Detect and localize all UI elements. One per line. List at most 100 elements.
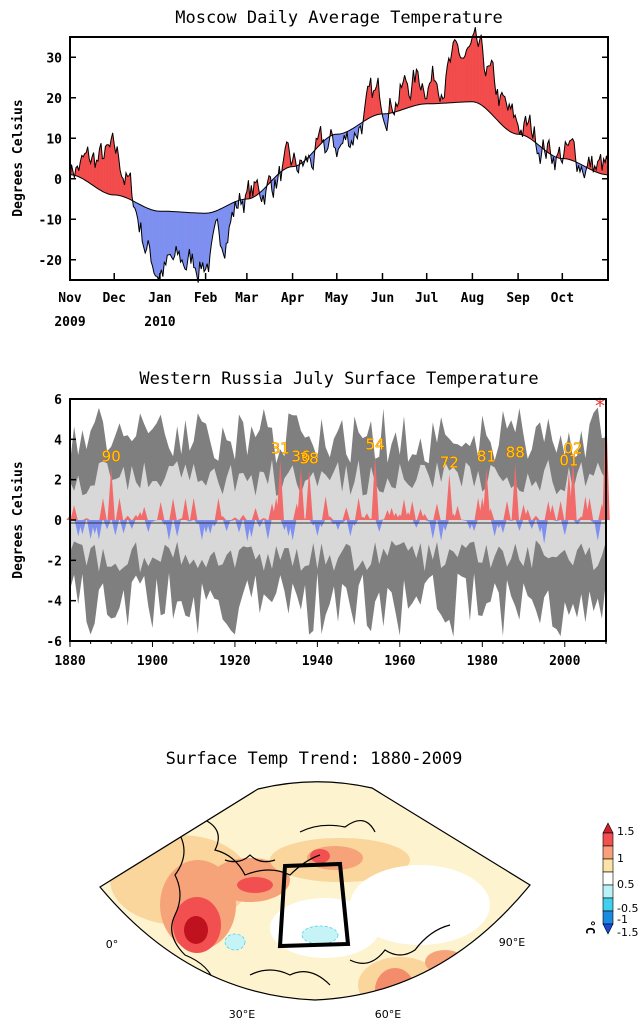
anomaly-bar: [453, 505, 462, 520]
moscow-chart-title: Moscow Daily Average Temperature: [175, 8, 503, 28]
anomaly-segment: [489, 60, 492, 115]
moscow-anomaly-fills: [69, 27, 609, 283]
anomaly-segment: [84, 152, 87, 182]
anomaly-segment: [168, 211, 171, 256]
anomaly-segment: [161, 210, 164, 277]
y-tick-label: -2: [46, 554, 62, 569]
colorbar-tick-label: 0.5: [617, 878, 635, 891]
anomaly-segment: [453, 39, 455, 103]
y-tick-label: 20: [46, 92, 62, 107]
inner-envelope: [70, 459, 606, 573]
anomaly-bar: [276, 459, 284, 520]
anomaly-bar: [95, 520, 103, 540]
year-label-31: 31: [271, 440, 290, 458]
anomaly-segment: [569, 139, 572, 161]
lon-label-0: 0°: [106, 938, 119, 951]
anomaly-segment: [416, 68, 419, 106]
anomaly-segment: [102, 158, 105, 193]
anomaly-segment: [153, 210, 156, 277]
anomaly-bar: [371, 455, 379, 520]
anomaly-segment: [223, 206, 225, 259]
anomaly-bar: [115, 497, 124, 520]
anomaly-bar: [528, 520, 536, 529]
anomaly-bar: [255, 520, 264, 528]
anomaly-segment: [433, 80, 436, 104]
anomaly-segment: [127, 175, 130, 200]
moscow-plot-frame: [69, 36, 609, 281]
anomaly-segment: [454, 39, 457, 103]
anomaly-bar: [231, 517, 239, 520]
anomaly-segment: [460, 57, 463, 103]
anomaly-segment: [156, 210, 159, 280]
anomaly-segment: [467, 46, 470, 103]
anomaly-bar: [408, 501, 416, 520]
anomaly-segment: [164, 210, 167, 266]
russia-x-ticks: 1880 1900 1920 1940 1960 1980 2000: [54, 641, 607, 669]
colorbar-swatch: [602, 871, 614, 886]
anomaly-bar: [124, 515, 132, 520]
anomaly-bar: [103, 520, 111, 530]
anomaly-segment: [205, 212, 208, 270]
y-tick-label: -4: [46, 595, 62, 610]
anomaly-bar: [400, 499, 408, 520]
anomaly-bar: [573, 520, 581, 525]
anomaly-bar: [70, 505, 78, 520]
x-tick-label: 2000: [549, 654, 580, 669]
colorbar-bottom-arrow: [602, 923, 614, 935]
anomaly-segment: [144, 206, 147, 254]
year-label-36: 36: [291, 448, 310, 466]
anomaly-segment: [466, 46, 469, 103]
anomaly-bar: [227, 520, 235, 522]
colorbar-tick-label: -0.5: [617, 902, 638, 915]
x-tick-label: Jun: [371, 291, 394, 306]
anomaly-bar: [490, 520, 499, 537]
x-tick-label: Apr: [281, 291, 305, 306]
lon-label-90e: 90°E: [499, 936, 525, 949]
colorbar-tick-label: -1: [617, 913, 628, 926]
anomaly-segment: [206, 212, 209, 272]
y-tick-label: -6: [46, 635, 62, 650]
x-tick-label: 1920: [219, 654, 250, 669]
x-tick-label: Jan: [148, 291, 171, 306]
anomaly-bar: [433, 503, 441, 520]
x-tick-label: Jul: [415, 291, 438, 306]
anomaly-bar: [482, 467, 491, 520]
anomaly-bar: [416, 508, 425, 520]
anomaly-bar: [321, 496, 330, 520]
y-tick-label: 10: [46, 132, 62, 147]
anomaly-segment: [470, 36, 473, 103]
moscow-ylabel: Degrees Celsius: [11, 99, 26, 216]
anomaly-bar: [181, 498, 190, 520]
anomaly-bar: [507, 520, 515, 521]
anomaly-bar: [288, 520, 297, 541]
anomaly-segment: [115, 146, 118, 196]
colorbar-swatch: [602, 897, 614, 912]
colorbar-swatch: [602, 910, 614, 925]
anomaly-segment: [170, 211, 172, 258]
anomaly-segment: [488, 65, 491, 114]
anomaly-bar: [420, 513, 429, 520]
year-label-72: 72: [440, 454, 459, 472]
colorbar-tick-label: 1: [617, 852, 624, 865]
anomaly-segment: [183, 211, 186, 270]
anomaly-segment: [570, 138, 573, 161]
anomaly-segment: [177, 211, 180, 255]
year-label-54: 54: [366, 435, 385, 453]
y-tick-label: 2: [54, 474, 62, 489]
trend-map: [100, 781, 530, 1000]
x-tick-label: May: [325, 291, 349, 306]
anomaly-bar: [338, 520, 346, 524]
anomaly-bar: [363, 513, 371, 520]
anomaly-bar: [251, 507, 260, 520]
anomaly-bar: [569, 459, 577, 520]
anomaly-segment: [200, 212, 203, 270]
anomaly-segment: [501, 92, 504, 127]
x-tick-label: Nov: [58, 291, 82, 306]
anomaly-segment: [171, 211, 174, 261]
colorbar-swatch: [602, 845, 614, 860]
year-label-02: 02: [563, 440, 582, 458]
y-tick-label: 4: [54, 433, 62, 448]
x-year-label: 2009: [54, 315, 85, 330]
normal-temperature-line: [69, 101, 608, 214]
